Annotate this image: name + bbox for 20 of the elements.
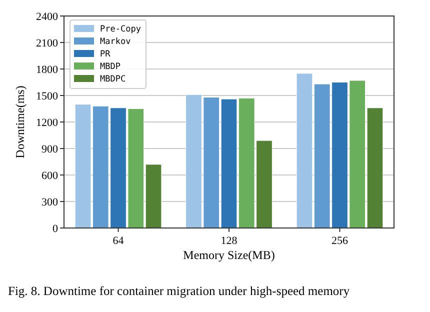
x-tick-label: 256: [331, 235, 348, 247]
y-tick-label: 600: [42, 170, 58, 182]
y-tick-label: 300: [42, 196, 58, 208]
y-tick-label: 0: [52, 222, 58, 235]
x-axis-title: Memory Size(MB): [183, 248, 275, 262]
y-tick-label: 900: [42, 143, 58, 156]
legend-label: Markov: [100, 37, 131, 47]
y-tick-label: 1500: [36, 90, 58, 102]
y-tick-label: 2400: [36, 10, 58, 23]
y-tick-label: 2100: [36, 37, 58, 50]
legend-label: MBDPC: [100, 74, 126, 84]
caption: Fig. 8. Downtime for container migration under high-speed memory: [8, 284, 350, 298]
x-tick-label: 64: [112, 235, 124, 247]
y-axis-title: Downtime(ms): [13, 86, 27, 158]
legend-label: MBDP: [100, 62, 120, 72]
y-tick-label: 1800: [36, 64, 58, 76]
x-tick-label: 128: [220, 235, 238, 247]
y-tick-label: 1200: [36, 116, 58, 129]
legend-label: Pre-Copy: [100, 24, 141, 34]
legend-label: PR: [100, 50, 112, 60]
